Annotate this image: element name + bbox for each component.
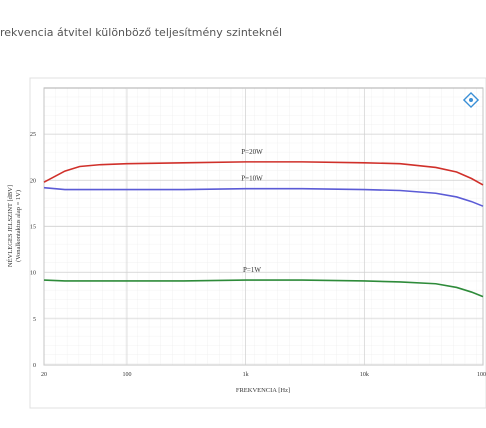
x-tick-label: 100	[122, 372, 131, 378]
chart-frame	[29, 77, 486, 409]
x-tick-label: 10k	[360, 372, 369, 378]
y-tick-label: 10	[30, 271, 36, 277]
series-line	[43, 186, 484, 207]
y-axis-label: NÉVLEGES JELSZINT [dBV]	[6, 185, 14, 267]
x-axis-label: FREKVENCIA [Hz]	[236, 387, 290, 394]
y-tick-label: 25	[30, 132, 36, 138]
series-label: P=10W	[241, 175, 263, 183]
page-title: rekvencia átvitel különböző teljesítmény…	[0, 26, 282, 39]
logo	[462, 91, 480, 109]
y-axis-sublabel: (Vonalkontaktus alap = 1V)	[15, 190, 22, 262]
y-tick-label: 15	[30, 225, 36, 231]
series-line	[43, 161, 484, 186]
series-label: P=1W	[243, 266, 261, 274]
series-line	[43, 279, 484, 298]
plot: 0 5 10 15 20 25 20 100 1k 10k 100k P=20W P=10W P=1W	[30, 88, 486, 378]
x-tick-label: 20	[41, 372, 47, 378]
series-label: P=20W	[241, 148, 263, 156]
y-tick-label: 0	[33, 363, 36, 369]
x-tick-label: 100k	[477, 372, 486, 378]
y-tick-label: 20	[30, 178, 36, 184]
y-tick-label: 5	[33, 317, 36, 323]
x-tick-label: 1k	[243, 372, 249, 378]
